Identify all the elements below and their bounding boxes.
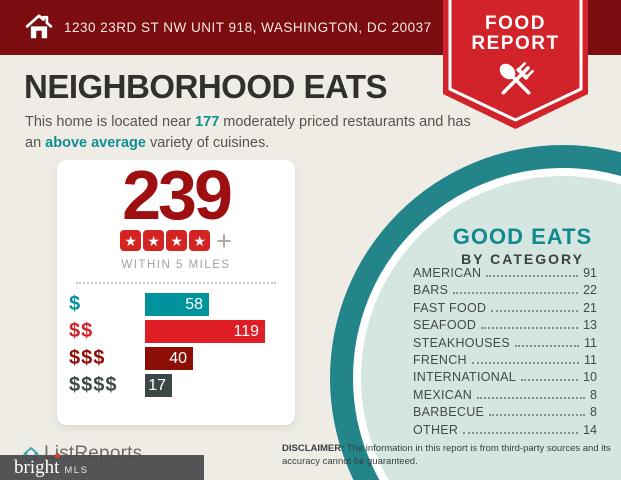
category-label: OTHER xyxy=(413,422,459,437)
bar-value: 17 xyxy=(148,376,166,394)
list-item: OTHER 14 xyxy=(413,423,597,440)
food-report-badge: FOOD REPORT xyxy=(443,0,588,132)
ribbon-shape xyxy=(443,0,588,129)
good-eats-header: GOOD EATS BY CATEGORY xyxy=(425,224,620,267)
category-value: 13 xyxy=(583,318,597,333)
star-rating: + xyxy=(57,225,295,256)
plus-sign: + xyxy=(216,225,232,256)
star-icon xyxy=(143,230,165,251)
disclaimer-label: DISCLAIMER: xyxy=(282,443,345,454)
bar: 58 xyxy=(145,293,209,316)
badge-line2: REPORT xyxy=(471,33,560,54)
dotted-leader xyxy=(477,396,586,399)
variety-highlight: above average xyxy=(45,135,146,151)
price-tier-label: $$$$ xyxy=(69,374,118,396)
fork-spoon-icon xyxy=(499,62,534,95)
category-value: 22 xyxy=(583,283,597,298)
restaurant-count-highlight: 177 xyxy=(195,114,220,130)
home-icon xyxy=(25,14,53,39)
good-eats-title: GOOD EATS xyxy=(452,224,593,249)
star-icon xyxy=(166,230,188,251)
page-title: NEIGHBORHOOD EATS xyxy=(24,68,388,105)
subtitle-text: moderately priced restaurants and has an xyxy=(25,114,471,151)
brightmls-accent-icon xyxy=(55,453,61,458)
star-icon xyxy=(120,230,142,251)
category-label: BARS xyxy=(413,283,449,298)
price-tier-label: $$$ xyxy=(69,347,106,369)
category-label: AMERICAN xyxy=(413,266,482,280)
list-item: INTERNATIONAL 10 xyxy=(413,370,597,387)
dotted-leader xyxy=(486,275,579,277)
disclaimer: DISCLAIMER: The information in this repo… xyxy=(282,443,621,468)
badge-line1: FOOD xyxy=(485,13,546,34)
category-value: 14 xyxy=(583,422,597,437)
dotted-leader xyxy=(520,379,579,382)
bar-value: 58 xyxy=(185,295,203,313)
restaurant-count: 239 xyxy=(122,156,233,234)
subtitle-text: variety of cuisines. xyxy=(145,135,270,151)
dotted-leader xyxy=(481,327,579,330)
list-item: FRENCH 11 xyxy=(413,353,597,370)
category-value: 11 xyxy=(584,352,597,367)
category-value: 10 xyxy=(583,370,597,385)
category-list: AMERICAN 91 BARS 22 FAST FOOD 21 SEAFOOD 13 … xyxy=(413,266,597,440)
subtitle-text: This home is located near xyxy=(25,114,196,130)
bar-row: $$$$ 17 xyxy=(57,372,295,399)
list-item: MEXICAN 8 xyxy=(413,388,597,405)
category-value: 21 xyxy=(583,300,597,315)
page-subtitle: This home is located near 177 moderately… xyxy=(25,112,477,154)
bar-row: $$ 119 xyxy=(57,318,295,345)
list-item: AMERICAN 91 xyxy=(413,266,597,283)
category-label: STEAKHOUSES xyxy=(413,335,511,350)
brightmls-wordmark: bright xyxy=(14,453,61,477)
bar-row: $58 xyxy=(57,291,295,318)
category-value: 8 xyxy=(590,387,597,402)
dotted-leader xyxy=(515,344,580,347)
bar: 119 xyxy=(145,320,265,343)
bar-value: 119 xyxy=(233,322,259,340)
category-label: MEXICAN xyxy=(413,387,473,402)
bar: 17 xyxy=(145,374,172,397)
property-address: 1230 23RD ST NW UNIT 918, WASHINGTON, DC… xyxy=(64,20,432,35)
restaurant-stats-card: 239 + WITHIN 5 MILES $58 $$119 $$$40 $$$… xyxy=(57,160,295,425)
bar: 40 xyxy=(145,347,193,370)
dotted-leader xyxy=(453,292,579,295)
list-item: FAST FOOD 21 xyxy=(413,301,597,318)
star-icon xyxy=(189,230,211,251)
disclaimer-text: The information in this report is from t… xyxy=(282,443,611,467)
dotted-leader xyxy=(491,309,579,312)
radius-label: WITHIN 5 MILES xyxy=(121,259,231,271)
dotted-leader xyxy=(463,431,579,434)
price-tier-label: $ xyxy=(69,293,82,315)
separator xyxy=(76,282,276,284)
category-label: INTERNATIONAL xyxy=(413,370,516,385)
category-label: FRENCH xyxy=(413,352,467,367)
dotted-leader xyxy=(471,361,580,364)
category-label: SEAFOOD xyxy=(413,318,477,333)
list-item: BARS 22 xyxy=(413,283,597,300)
list-item: BARBECUE 8 xyxy=(413,405,597,422)
bar-value: 40 xyxy=(169,349,187,367)
category-label: FAST FOOD xyxy=(413,300,487,315)
price-tier-chart: $58 $$ 119 $$$ 40 $$$$ 17 xyxy=(57,291,295,399)
category-value: 91 xyxy=(583,266,597,280)
category-value: 11 xyxy=(584,335,597,350)
list-item: STEAKHOUSES 11 xyxy=(413,336,597,353)
category-label: BARBECUE xyxy=(413,405,485,420)
brightmls-watermark: bright MLS xyxy=(0,453,204,480)
category-value: 8 xyxy=(590,405,597,420)
brightmls-suffix: MLS xyxy=(64,464,89,476)
list-item: SEAFOOD 13 xyxy=(413,318,597,335)
good-eats-subtitle: BY CATEGORY xyxy=(461,251,584,267)
dotted-leader xyxy=(489,414,586,417)
price-tier-label: $$ xyxy=(69,320,94,342)
bar-row: $$$ 40 xyxy=(57,345,295,372)
